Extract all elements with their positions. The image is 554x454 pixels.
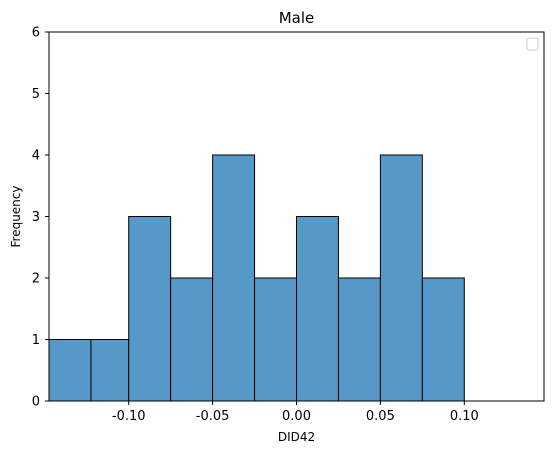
x-tick-label-1: -0.05	[196, 409, 230, 424]
bars-layer	[48, 154, 465, 402]
histogram-bar-8	[379, 154, 423, 402]
chart-title: Male	[279, 9, 315, 27]
y-tick-label-5: 5	[32, 87, 40, 102]
y-tick-label-3: 3	[32, 210, 40, 225]
y-tick-label-0: 0	[32, 395, 40, 410]
histogram-bar-7	[337, 277, 381, 402]
y-tick-label-2: 2	[32, 272, 40, 287]
y-axis-label: Frequency	[9, 186, 23, 248]
y-tick-label-6: 6	[32, 26, 40, 41]
y-tick-label-1: 1	[32, 333, 40, 348]
histogram-bar-1	[90, 339, 130, 402]
histogram-bar-2	[128, 216, 172, 402]
y-axis-ticks: 0 1 2 3 4 5 6	[32, 26, 49, 410]
x-tick-label-4: 0.10	[450, 409, 479, 424]
histogram-bar-6	[296, 216, 339, 402]
histogram-bar-0	[48, 339, 92, 402]
legend-box	[526, 37, 539, 51]
x-tick-label-2: 0.00	[282, 409, 311, 424]
x-tick-label-3: 0.05	[366, 409, 395, 424]
y-tick-label-4: 4	[32, 149, 40, 164]
histogram-bar-3	[170, 277, 214, 402]
histogram-bar-5	[254, 277, 297, 402]
histogram-bar-9	[421, 277, 465, 402]
x-tick-label-0: -0.10	[112, 409, 146, 424]
histogram-bar-4	[212, 154, 256, 402]
x-axis-ticks: -0.10 -0.05 0.00 0.05 0.10	[112, 401, 479, 424]
x-axis-label: DID42	[278, 430, 315, 444]
